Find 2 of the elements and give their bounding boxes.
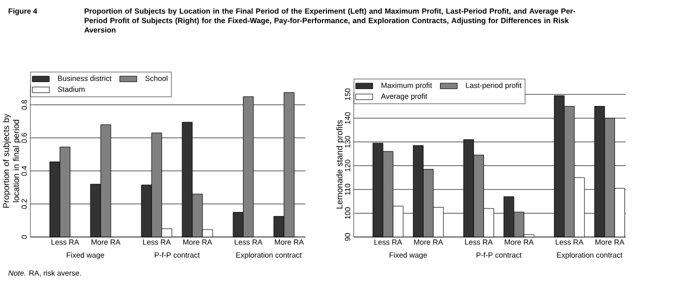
y-axis-title: Proportion of subjects by location in final period xyxy=(2,114,21,208)
y-axis-title: Lemonade stand profits xyxy=(336,120,344,209)
